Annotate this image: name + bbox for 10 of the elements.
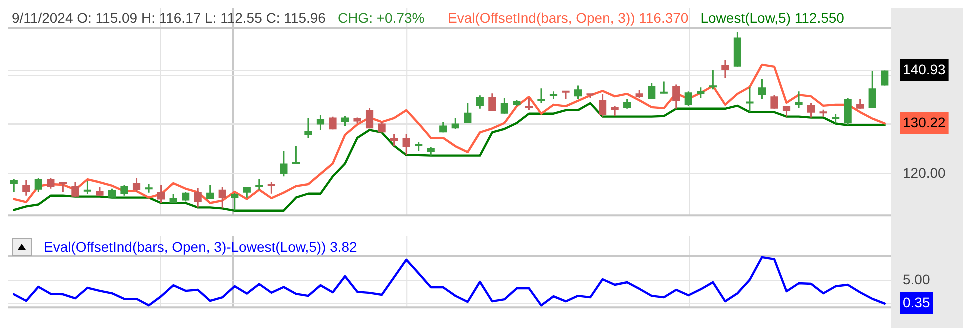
chart-title: 9/11/2024 O: 115.09 H: 116.17 L: 112.55 C: 115.96 [12,10,326,26]
series-label: Eval(OffsetInd(bars, Open, 3)-Lowest(Low,5)) 3.82 [44,239,358,255]
y-tick-label: 120.00 [903,164,946,181]
chart-subtitle: CHG: +0.73% [338,10,425,26]
text: Lowest(Low,5) 112.550 [700,10,844,26]
y-tick-label: 140.93 [903,62,946,78]
y-tick-label: 130.22 [903,114,946,130]
y-tick-label: 0.35 [903,294,930,311]
text: Eval(OffsetInd(bars, Open, 3)) 116.370 [448,10,689,26]
y-tick-label: 5.00 [903,271,930,288]
